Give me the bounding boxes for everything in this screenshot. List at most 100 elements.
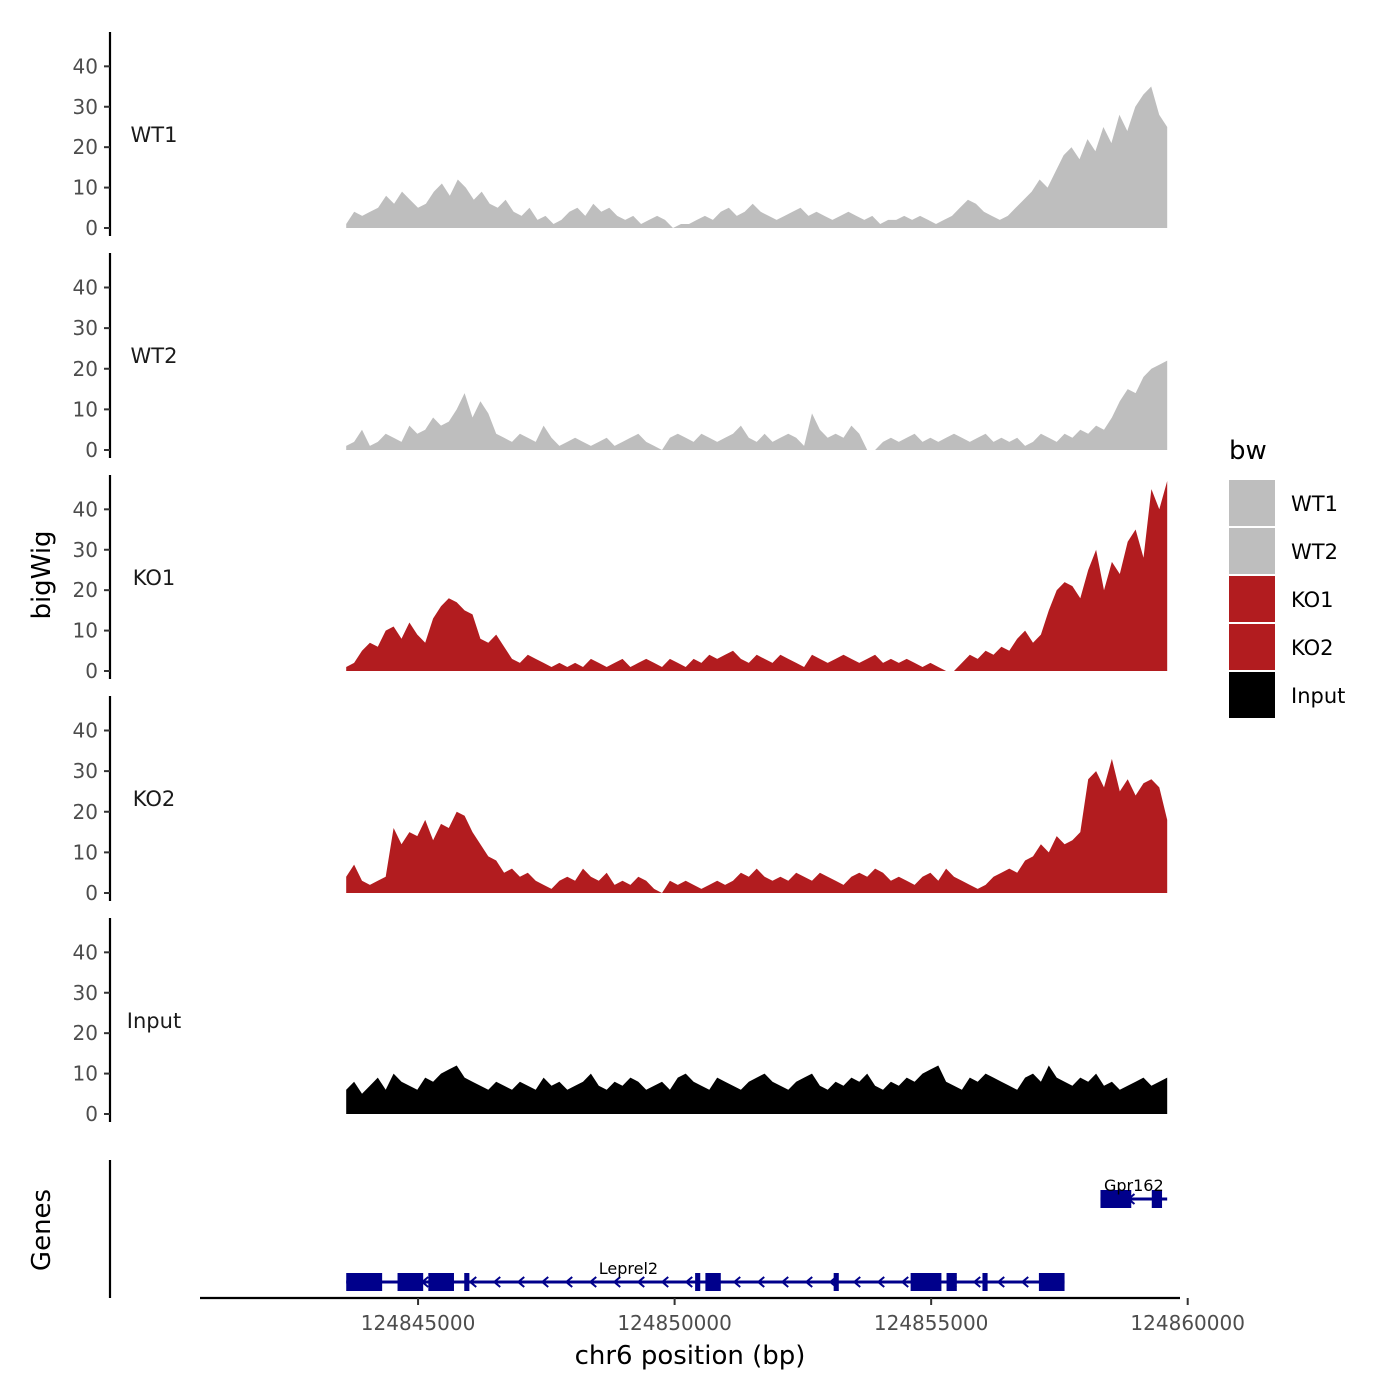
y-tick-label: 20: [73, 1021, 98, 1045]
genes-panel: Leprel2 Gpr162: [108, 1160, 1168, 1298]
area-Input: [346, 1065, 1168, 1114]
track-label-KO1: KO1: [133, 566, 176, 590]
track-label-KO2: KO2: [133, 787, 176, 811]
exon: [833, 1273, 839, 1291]
strand-arrow: [1020, 1276, 1029, 1288]
y-tick-label: 40: [73, 54, 98, 78]
signal-tracks: 0 10 20 30 40 WT1 0 10 20 30 40 WT2 0 10 20 30 40 KO1 0 10 2…: [73, 32, 1168, 1126]
exon: [428, 1273, 454, 1291]
gene-label-Gpr162: Gpr162: [1104, 1176, 1164, 1195]
strand-arrow: [972, 1276, 981, 1288]
strand-arrow: [660, 1276, 669, 1288]
y-tick-label: 40: [73, 497, 98, 521]
area-KO1: [346, 481, 1168, 671]
legend-label-KO1: KO1: [1291, 588, 1334, 612]
strand-arrow: [852, 1276, 861, 1288]
exon: [705, 1273, 721, 1291]
y-tick-label: 40: [73, 719, 98, 743]
legend-key-WT2: [1229, 528, 1275, 574]
legend-label-WT1: WT1: [1291, 492, 1338, 516]
legend-key-KO1: [1229, 576, 1275, 622]
x-tick-label: 124860000: [1130, 1311, 1245, 1335]
strand-arrow: [996, 1276, 1005, 1288]
x-tick-label: 124855000: [874, 1311, 989, 1335]
track-WT1: 0 10 20 30 40 WT1: [73, 32, 1168, 240]
strand-arrow: [636, 1276, 645, 1288]
exon: [982, 1273, 988, 1291]
track-label-WT1: WT1: [131, 123, 178, 147]
x-tick-label: 124850000: [617, 1311, 732, 1335]
track-KO2: 0 10 20 30 40 KO2: [73, 696, 1168, 905]
gene-Leprel2: Leprel2: [346, 1259, 1065, 1291]
strand-arrow: [732, 1276, 741, 1288]
track-Input: 0 10 20 30 40 Input: [73, 918, 1168, 1126]
y-tick-label: 40: [73, 940, 98, 964]
strand-arrow: [756, 1276, 765, 1288]
exon: [397, 1273, 424, 1291]
strand-arrow: [684, 1276, 693, 1288]
y-tick-label: 10: [73, 397, 98, 421]
strand-arrow: [900, 1276, 909, 1288]
x-tick-label: 124845000: [361, 1311, 476, 1335]
gene-Gpr162: Gpr162: [1100, 1176, 1168, 1208]
strand-arrow: [612, 1276, 621, 1288]
legend: bw WT1 WT2 KO1 KO2 Input: [1229, 436, 1345, 718]
y-tick-label: 0: [85, 216, 98, 240]
y-tick-label: 0: [85, 659, 98, 683]
y-tick-label: 20: [73, 578, 98, 602]
strand-arrow: [492, 1276, 501, 1288]
y-tick-label: 30: [73, 981, 98, 1005]
y-tick-label: 10: [73, 840, 98, 864]
legend-key-KO2: [1229, 624, 1275, 670]
y-tick-label: 10: [73, 1062, 98, 1086]
strand-arrow: [780, 1276, 789, 1288]
strand-arrow: [468, 1276, 477, 1288]
x-axis-title: chr6 position (bp): [575, 1341, 806, 1371]
y-tick-label: 20: [73, 135, 98, 159]
y-tick-label: 30: [73, 759, 98, 783]
legend-label-WT2: WT2: [1291, 540, 1338, 564]
legend-key-WT1: [1229, 480, 1275, 526]
area-KO2: [346, 758, 1168, 893]
legend-title: bw: [1229, 436, 1267, 466]
y-tick-label: 0: [85, 1102, 98, 1126]
strand-arrow: [588, 1276, 597, 1288]
track-label-WT2: WT2: [131, 344, 178, 368]
track-KO1: 0 10 20 30 40 KO1: [73, 475, 1168, 683]
exon: [464, 1273, 470, 1291]
area-WT2: [346, 360, 1168, 450]
exon: [346, 1273, 383, 1291]
strand-arrow: [516, 1276, 525, 1288]
y-tick-label: 0: [85, 881, 98, 905]
y-axis-title: bigWig: [27, 530, 57, 619]
y-tick-label: 30: [73, 316, 98, 340]
y-tick-label: 30: [73, 538, 98, 562]
area-WT1: [346, 86, 1168, 228]
track-label-Input: Input: [127, 1009, 181, 1033]
exon: [1151, 1190, 1163, 1208]
legend-key-Input: [1229, 672, 1275, 718]
y-tick-label: 10: [73, 619, 98, 643]
exon: [1100, 1190, 1132, 1208]
strand-arrow: [804, 1276, 813, 1288]
exon: [1038, 1273, 1065, 1291]
y-tick-label: 30: [73, 95, 98, 119]
strand-arrow: [540, 1276, 549, 1288]
strand-arrow: [876, 1276, 885, 1288]
y-tick-label: 20: [73, 357, 98, 381]
y-tick-label: 20: [73, 800, 98, 824]
exon: [910, 1273, 942, 1291]
legend-label-Input: Input: [1291, 684, 1345, 708]
track-WT2: 0 10 20 30 40 WT2: [73, 253, 1168, 462]
y-tick-label: 40: [73, 276, 98, 300]
exon: [695, 1273, 701, 1291]
exon: [946, 1273, 957, 1291]
y-tick-label: 0: [85, 438, 98, 462]
legend-label-KO2: KO2: [1291, 636, 1334, 660]
genes-axis-title: Genes: [27, 1189, 57, 1271]
y-tick-label: 10: [73, 176, 98, 200]
gene-label-Leprel2: Leprel2: [599, 1259, 658, 1278]
strand-arrow: [564, 1276, 573, 1288]
x-axis: 124845000 124850000 124855000 124860000: [200, 1296, 1245, 1335]
